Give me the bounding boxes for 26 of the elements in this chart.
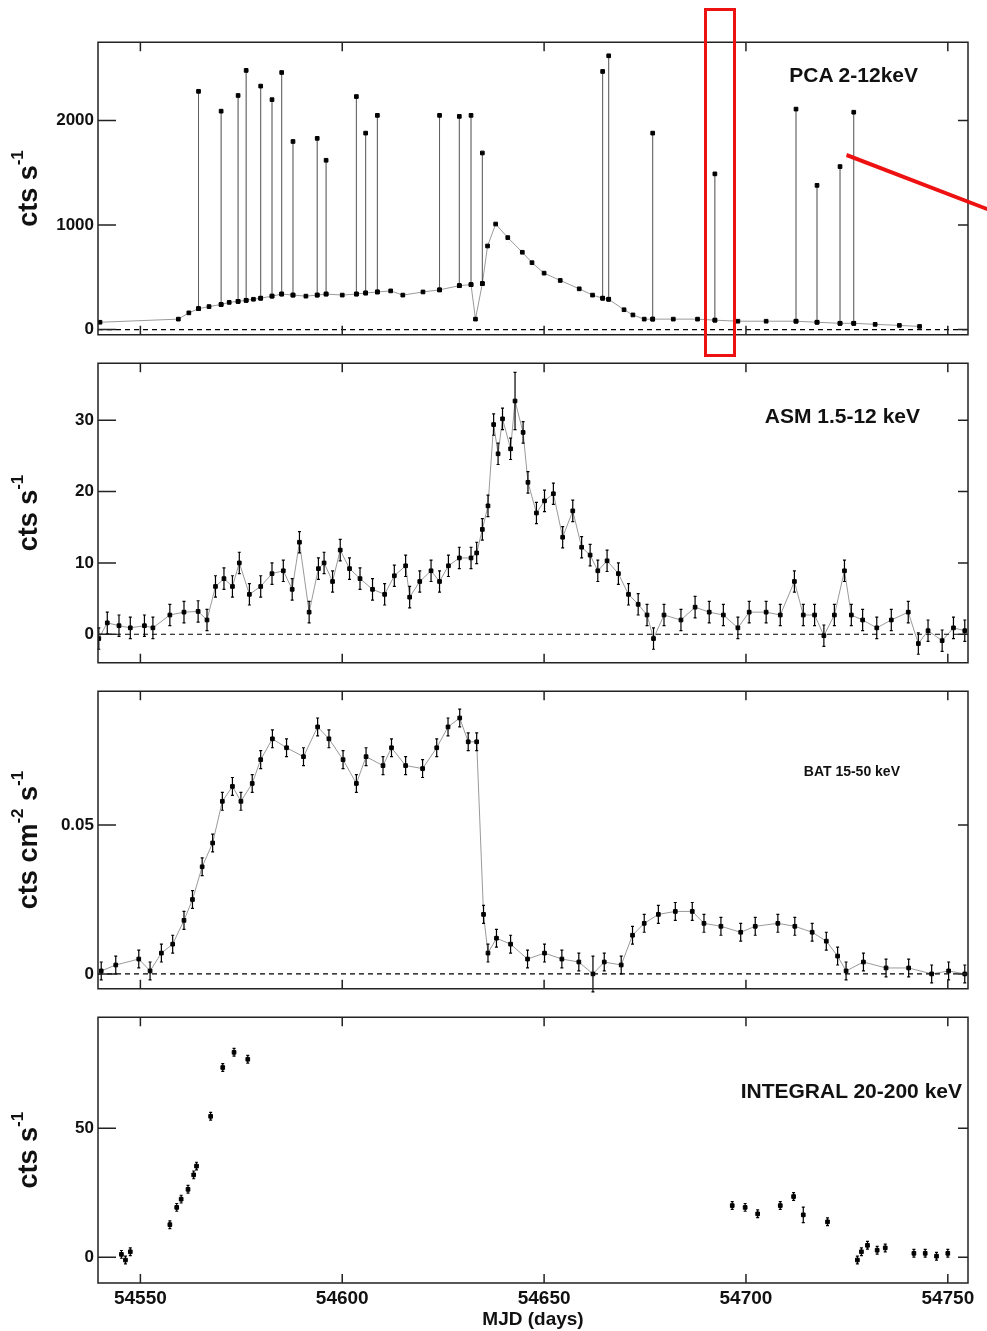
y-tick-label: 10 bbox=[75, 552, 94, 572]
y-axis-title: cts s-1 bbox=[8, 1111, 44, 1189]
text: PCA 2-12keV bbox=[789, 63, 918, 86]
x-axis-title: MJD (days) bbox=[482, 1307, 584, 1329]
y-tick-label: 0 bbox=[84, 1246, 94, 1266]
x-tick-label: 54550 bbox=[113, 1286, 167, 1308]
y-tick-label: 30 bbox=[75, 409, 94, 429]
x-tick-label: 54600 bbox=[315, 1286, 369, 1308]
x-tick-label: 54700 bbox=[719, 1286, 773, 1308]
y-tick-label: 0 bbox=[84, 623, 94, 643]
y-tick-label: 2000 bbox=[56, 110, 94, 130]
y-axis-title: cts s-1 bbox=[8, 150, 44, 227]
text: BAT 15-50 keV bbox=[803, 763, 901, 780]
y-tick-label: 50 bbox=[75, 1117, 94, 1137]
point bbox=[800, 1212, 806, 1218]
y-tick-label: 1000 bbox=[56, 214, 94, 234]
y-tick-label: 20 bbox=[75, 481, 94, 501]
x-tick-label: 54650 bbox=[517, 1286, 571, 1308]
y-tick-label: 0 bbox=[84, 319, 94, 339]
text: ASM 1.5-12 keV bbox=[764, 404, 920, 427]
x-tick-label: 54750 bbox=[921, 1286, 975, 1308]
y-axis-title: cts cm-2 s-1 bbox=[8, 770, 44, 910]
y-axis-title: cts s-1 bbox=[8, 474, 44, 552]
y-tick-label: 0.05 bbox=[60, 814, 94, 834]
text: INTEGRAL 20-200 keV bbox=[740, 1079, 962, 1102]
y-tick-label: 0 bbox=[84, 963, 94, 983]
